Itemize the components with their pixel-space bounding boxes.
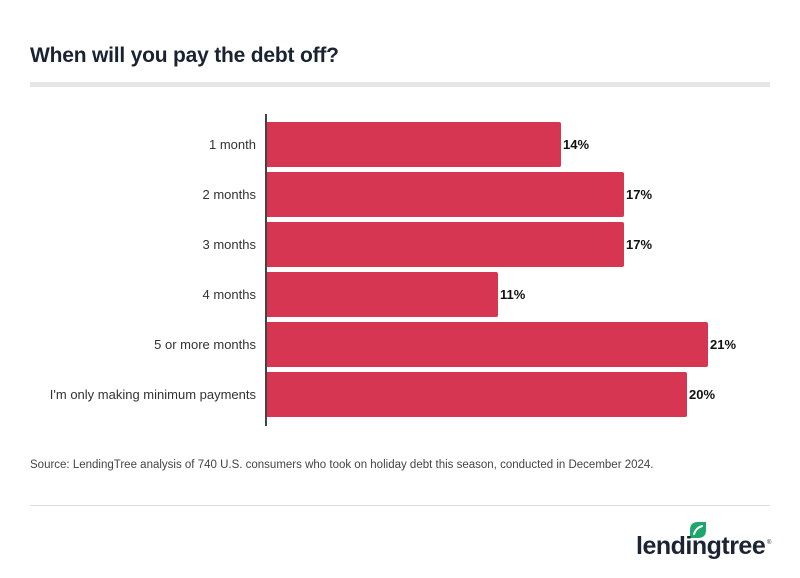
category-label: 5 or more months — [154, 337, 256, 352]
leaf-icon — [690, 522, 706, 538]
category-label: I'm only making minimum payments — [49, 387, 256, 402]
bar — [267, 172, 624, 217]
y-axis-line — [265, 114, 267, 426]
logo-wordmark: lendingtree — [636, 532, 766, 560]
value-label: 21% — [710, 337, 737, 352]
bar-row: 2 months 17% — [0, 172, 800, 217]
bar — [267, 322, 708, 367]
bar — [267, 222, 624, 267]
bar — [267, 122, 561, 167]
bar-row: 5 or more months 21% — [0, 322, 800, 367]
value-label: 17% — [626, 187, 653, 202]
bar — [267, 372, 687, 417]
chart-title: When will you pay the debt off? — [30, 44, 339, 67]
bar-row: I'm only making minimum payments 20% — [0, 372, 800, 417]
category-label: 3 months — [202, 237, 256, 252]
lendingtree-logo: lendingtree ® — [636, 520, 776, 565]
registered-mark: ® — [767, 540, 772, 546]
title-divider — [30, 82, 770, 87]
bar-row: 3 months 17% — [0, 222, 800, 267]
footer-divider — [30, 505, 770, 506]
source-note: Source: LendingTree analysis of 740 U.S.… — [30, 459, 654, 471]
category-label: 1 month — [209, 137, 256, 152]
bar-row: 4 months 11% — [0, 272, 800, 317]
value-label: 17% — [626, 237, 653, 252]
bar — [267, 272, 498, 317]
category-label: 4 months — [202, 287, 256, 302]
bar-row: 1 month 14% — [0, 122, 800, 167]
value-label: 14% — [563, 137, 590, 152]
value-label: 20% — [689, 387, 716, 402]
category-label: 2 months — [202, 187, 256, 202]
value-label: 11% — [500, 287, 526, 302]
